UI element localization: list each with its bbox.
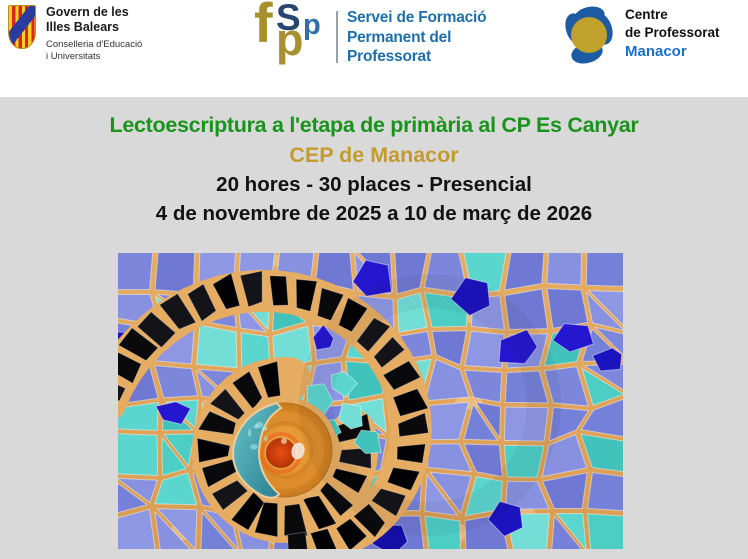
- fsp-letter-p2: p: [276, 14, 304, 65]
- govern-title-line2: Illes Balears: [46, 20, 119, 34]
- course-panel: Lectoescriptura a l'etapa de primària al…: [0, 97, 748, 549]
- course-title: Lectoescriptura a l'etapa de primària al…: [109, 113, 639, 137]
- course-dates: 4 de novembre de 2025 a 10 de març de 20…: [155, 202, 593, 225]
- course-details: 20 hores - 30 places - Presencial: [216, 173, 532, 196]
- govern-logo: Govern de les Illes Balears Conselleria …: [8, 5, 142, 63]
- cep-flower-icon: [560, 3, 618, 67]
- govern-sub-line2: i Universitats: [46, 51, 101, 62]
- fsp-letter-s: S: [276, 0, 301, 38]
- govern-title-line1: Govern de les: [46, 5, 129, 19]
- page-header: Govern de les Illes Balears Conselleria …: [0, 0, 748, 97]
- fsp-line2: Permanent del: [347, 28, 452, 46]
- cep-line2: de Professorat: [625, 25, 720, 40]
- govern-sub-line1: Conselleria d'Educació: [46, 39, 143, 50]
- mosaic-image: [118, 253, 623, 549]
- mosaic-spiral-illustration: [118, 253, 623, 549]
- fsp-lettermark-icon: f S p p: [254, 0, 334, 66]
- fsp-letter-f: f: [254, 0, 273, 54]
- cep-line3: Manacor: [625, 43, 687, 60]
- fsp-logo: f S p p Servei de Formació Permanent del…: [254, 0, 487, 67]
- fsp-letter-p1: p: [303, 9, 321, 41]
- fsp-divider: [336, 11, 338, 63]
- balears-coat-of-arms-icon: [8, 5, 36, 49]
- course-center: CEP de Manacor: [289, 143, 459, 167]
- fsp-line3: Professorat: [347, 48, 431, 65]
- cep-manacor-logo: Centre de Professorat Manacor: [560, 3, 720, 67]
- fsp-line1: Servei de Formació: [347, 9, 487, 26]
- cep-line1: Centre: [625, 7, 668, 22]
